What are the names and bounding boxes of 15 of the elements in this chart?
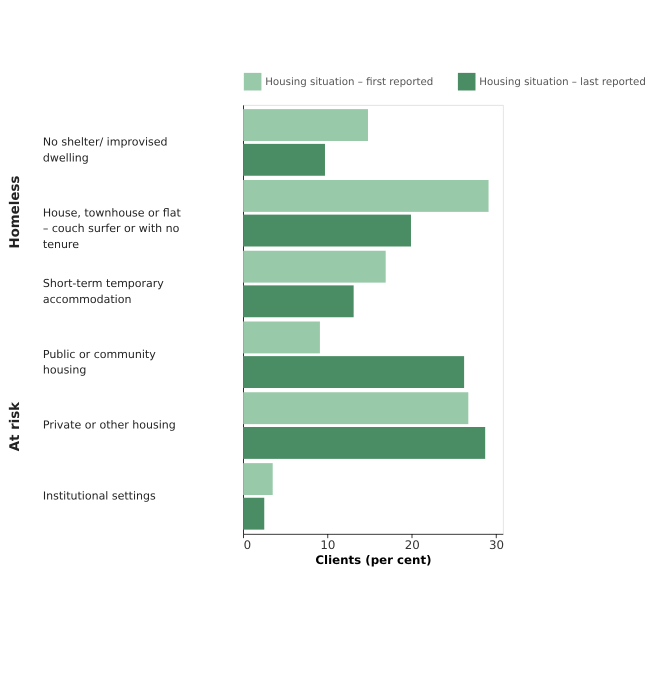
- x-axis-title: Clients (per cent): [315, 553, 432, 568]
- x-tick-label: 30: [489, 538, 504, 552]
- x-tick-label: 20: [404, 538, 420, 552]
- y-tick-label: Institutional settings: [42, 489, 156, 502]
- legend-label: Housing situation – last reported: [479, 76, 646, 88]
- y-tick-label: Short-term temporary accommodation: [42, 277, 164, 306]
- x-tick-label: 0: [244, 538, 252, 552]
- text: Homeless: [8, 176, 23, 249]
- legend-label: Housing situation – first reported: [265, 76, 434, 88]
- y-tick-label: House, townhouse or flat – couch surfer or with no tenure: [42, 206, 182, 251]
- text: At risk: [8, 400, 23, 452]
- x-tick-label: 10: [320, 538, 336, 552]
- y-tick-label: No shelter/ improvised dwelling: [42, 136, 168, 164]
- y-tick-label: Private or other housing: [42, 418, 176, 432]
- y-tick-label: Public or community housing: [42, 348, 156, 377]
